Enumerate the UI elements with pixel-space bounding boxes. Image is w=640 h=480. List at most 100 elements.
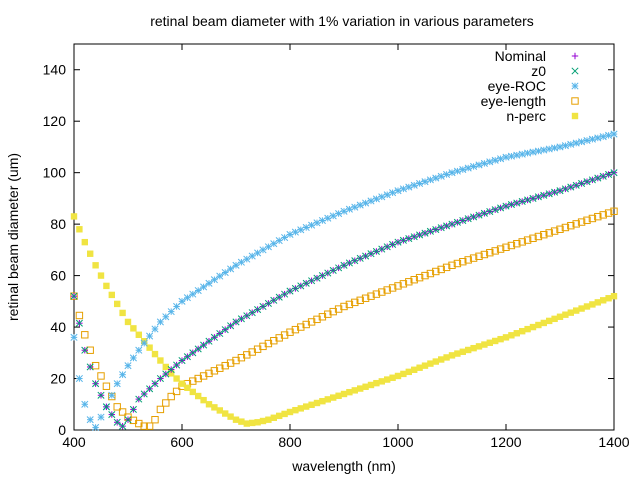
- data-point: [157, 357, 164, 364]
- data-point: [108, 291, 115, 299]
- data-point: [351, 298, 359, 307]
- data-point: [210, 276, 218, 284]
- data-point: [194, 374, 202, 383]
- data-point: [113, 403, 121, 411]
- data-point: [464, 215, 472, 223]
- data-point: [594, 134, 602, 142]
- data-point: [248, 309, 256, 317]
- data-point: [227, 413, 234, 420]
- data-point: [243, 312, 251, 320]
- data-point: [335, 210, 343, 218]
- data-point: [124, 318, 132, 326]
- data-point: [151, 350, 159, 358]
- data-point: [534, 147, 542, 155]
- data-point: [178, 380, 186, 387]
- data-point: [481, 341, 488, 348]
- data-point: [205, 337, 213, 345]
- data-point: [561, 142, 569, 150]
- data-point: [221, 326, 229, 334]
- data-point: [189, 388, 196, 396]
- data-point: [426, 227, 434, 235]
- data-point: [356, 201, 364, 209]
- plot-frame: [73, 43, 615, 431]
- chart-title: retinal beam diameter with 1% variation …: [150, 13, 534, 29]
- data-point: [453, 218, 461, 226]
- data-point: [540, 146, 548, 154]
- data-marks: [70, 130, 618, 431]
- data-point: [523, 236, 532, 244]
- data-point: [113, 418, 121, 426]
- data-point: [551, 144, 559, 152]
- data-point: [577, 218, 586, 226]
- data-point: [545, 145, 553, 153]
- data-point: [400, 370, 407, 378]
- data-point: [324, 310, 332, 318]
- data-point: [129, 405, 137, 413]
- data-point: [340, 302, 348, 311]
- data-point: [389, 374, 396, 381]
- x-tick-label: 600: [170, 434, 194, 450]
- data-point: [410, 233, 418, 241]
- data-point: [524, 196, 532, 204]
- data-point: [199, 372, 208, 380]
- data-point: [438, 356, 445, 363]
- data-point: [324, 269, 332, 277]
- data-point: [389, 240, 397, 249]
- data-point: [497, 204, 505, 212]
- data-point: [492, 337, 499, 345]
- data-point: [497, 335, 504, 343]
- series-eye-length: [70, 207, 618, 430]
- data-point: [75, 319, 83, 327]
- data-point: [254, 249, 262, 257]
- data-point: [588, 176, 596, 184]
- data-point: [345, 300, 354, 309]
- data-point: [254, 306, 262, 314]
- data-point: [103, 282, 110, 290]
- data-point: [545, 229, 553, 237]
- data-point: [205, 279, 213, 287]
- data-point: [167, 392, 175, 401]
- data-point: [173, 375, 180, 382]
- data-point: [200, 341, 208, 349]
- data-point: [502, 153, 510, 161]
- data-point: [340, 261, 348, 269]
- data-point: [81, 400, 89, 408]
- data-point: [561, 185, 569, 193]
- data-point: [459, 216, 467, 225]
- x-axis-label: wavelength (nm): [291, 458, 396, 474]
- data-point: [513, 239, 521, 248]
- data-point: [351, 257, 359, 265]
- data-point: [324, 396, 331, 403]
- data-point: [183, 294, 191, 302]
- data-point: [189, 377, 197, 385]
- data-point: [469, 254, 478, 262]
- data-point: [572, 181, 580, 189]
- data-point: [92, 380, 100, 388]
- data-point: [87, 250, 94, 257]
- x-tick-label: 400: [62, 434, 86, 450]
- data-point: [297, 405, 304, 412]
- data-point: [421, 271, 429, 280]
- data-point: [362, 252, 370, 260]
- data-point: [405, 183, 413, 191]
- data-point: [135, 419, 143, 428]
- data-point: [372, 247, 380, 255]
- data-point: [448, 352, 456, 359]
- data-point: [378, 193, 386, 201]
- data-point: [70, 333, 78, 341]
- data-point: [286, 408, 294, 416]
- data-point: [416, 179, 424, 188]
- data-point: [610, 207, 618, 215]
- data-point: [205, 369, 213, 378]
- data-point: [91, 361, 100, 370]
- data-point: [513, 151, 521, 159]
- data-point: [486, 248, 494, 257]
- y-tick-label: 60: [50, 268, 66, 284]
- data-point: [421, 362, 429, 369]
- data-point: [210, 367, 219, 375]
- data-point: [172, 387, 181, 396]
- data-point: [529, 148, 537, 156]
- data-point: [416, 231, 424, 239]
- data-point: [270, 296, 278, 304]
